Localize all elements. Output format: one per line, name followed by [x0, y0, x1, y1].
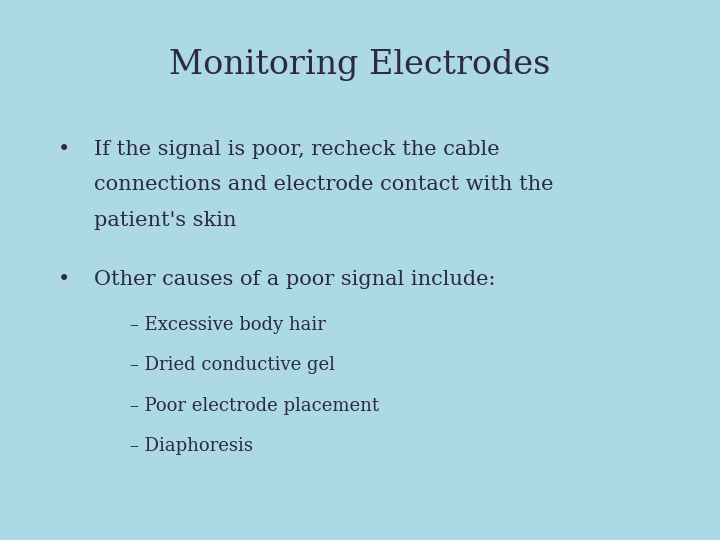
Text: patient's skin: patient's skin	[94, 211, 236, 229]
Text: •: •	[58, 140, 70, 159]
Text: – Excessive body hair: – Excessive body hair	[130, 316, 325, 334]
Text: •: •	[58, 270, 70, 289]
Text: Monitoring Electrodes: Monitoring Electrodes	[169, 49, 551, 80]
Text: – Diaphoresis: – Diaphoresis	[130, 437, 253, 455]
Text: If the signal is poor, recheck the cable: If the signal is poor, recheck the cable	[94, 140, 499, 159]
Text: Other causes of a poor signal include:: Other causes of a poor signal include:	[94, 270, 495, 289]
Text: – Dried conductive gel: – Dried conductive gel	[130, 356, 335, 374]
Text: connections and electrode contact with the: connections and electrode contact with t…	[94, 176, 553, 194]
Text: – Poor electrode placement: – Poor electrode placement	[130, 397, 379, 415]
